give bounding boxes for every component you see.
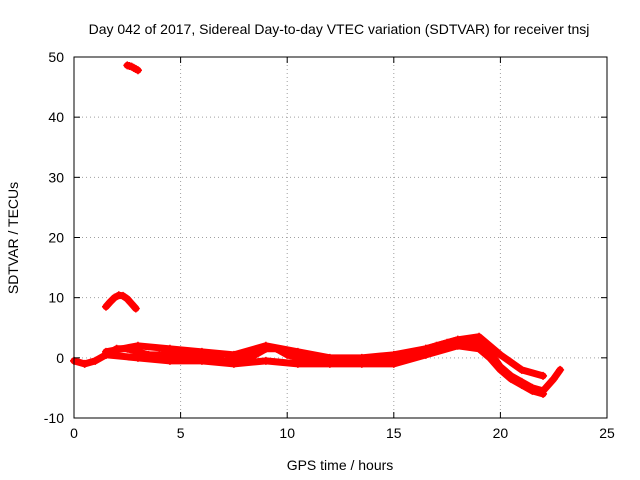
data-point <box>197 356 206 365</box>
data-point <box>496 350 505 359</box>
data-point <box>101 302 110 311</box>
data-point <box>475 344 484 353</box>
data-point <box>475 332 484 341</box>
data-point <box>165 344 174 353</box>
y-tick-label: 10 <box>48 290 64 306</box>
data-point <box>389 359 398 368</box>
data-point <box>539 389 548 398</box>
data-point <box>133 66 142 75</box>
data-point <box>453 335 462 344</box>
data-point <box>229 350 238 359</box>
data-point <box>325 353 334 362</box>
y-tick-label: 30 <box>48 169 64 185</box>
tick-labels: 0 5 10 15 20 25 -10 0 10 20 30 40 50 <box>44 49 615 441</box>
data-point <box>131 304 140 313</box>
y-tick-label: 20 <box>48 230 64 246</box>
data-point <box>517 365 526 374</box>
data-point <box>119 291 128 300</box>
data-point <box>507 374 516 383</box>
y-tick-label: -10 <box>44 410 64 426</box>
x-tick-label: 5 <box>177 425 185 441</box>
x-tick-label: 10 <box>279 425 295 441</box>
data-point <box>421 344 430 353</box>
x-tick-label: 15 <box>386 425 402 441</box>
x-tick-label: 25 <box>599 425 615 441</box>
data-point <box>261 356 270 365</box>
y-tick-label: 50 <box>48 49 64 65</box>
data-point <box>123 294 132 303</box>
data-point <box>556 365 565 374</box>
data-point <box>229 359 238 368</box>
axis-ticks <box>73 56 608 419</box>
data-point <box>133 341 142 350</box>
data-point <box>197 347 206 356</box>
data-point <box>101 347 110 356</box>
data-point <box>80 359 89 368</box>
data-point <box>293 359 302 368</box>
data-point <box>261 341 270 350</box>
data-point <box>389 350 398 359</box>
data-point <box>165 356 174 365</box>
data-point <box>539 371 548 380</box>
data-point <box>485 353 494 362</box>
data-point <box>528 386 537 395</box>
data-point <box>517 380 526 389</box>
data-point <box>91 356 100 365</box>
series-line-upper_branch <box>102 333 547 380</box>
data-layer <box>70 61 565 398</box>
data-point <box>357 353 366 362</box>
x-axis-label: GPS time / hours <box>287 457 394 473</box>
chart-title: Day 042 of 2017, Sidereal Day-to-day VTE… <box>89 21 590 37</box>
x-tick-label: 20 <box>493 425 509 441</box>
x-tick-label: 0 <box>70 425 78 441</box>
data-point <box>127 299 136 308</box>
data-point <box>549 374 558 383</box>
data-point <box>496 365 505 374</box>
data-point <box>110 293 119 302</box>
y-tick-label: 40 <box>48 109 64 125</box>
data-point <box>133 353 142 362</box>
y-tick-label: 0 <box>56 350 64 366</box>
data-point <box>293 347 302 356</box>
data-point <box>106 297 115 306</box>
y-axis-label: SDTVAR / TECUs <box>5 182 21 294</box>
